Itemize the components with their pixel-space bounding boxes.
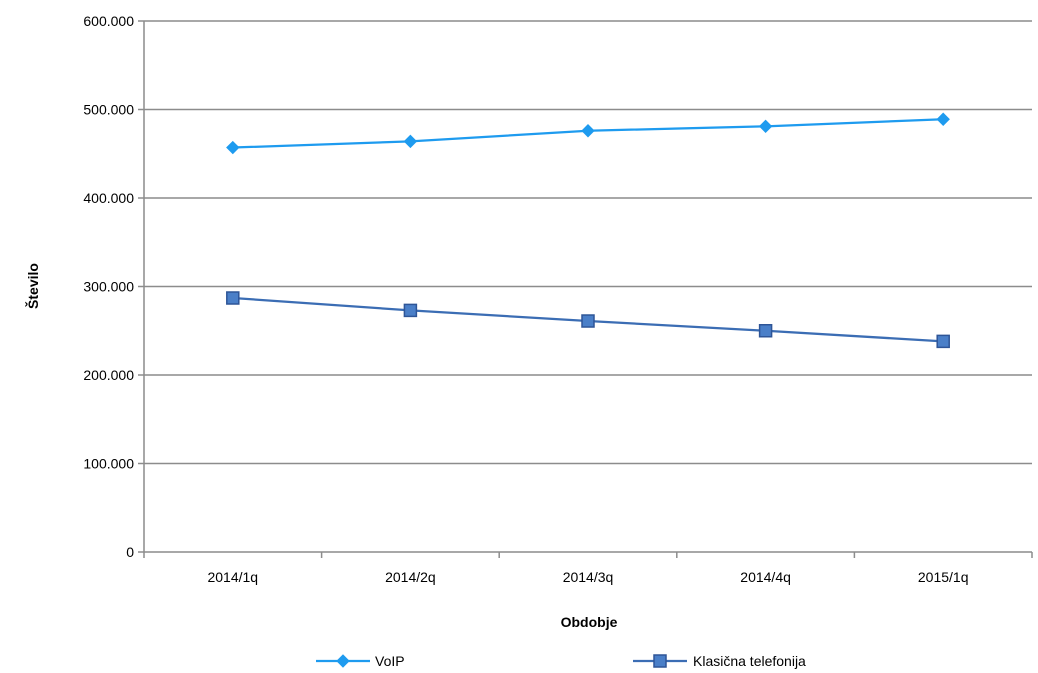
- series-voip: [226, 112, 950, 155]
- data-point: [226, 291, 240, 305]
- legend-label: Klasična telefonija: [693, 653, 806, 669]
- axes: [138, 20, 1033, 558]
- y-tick-label: 400.000: [83, 190, 134, 206]
- legend: VoIP Klasična telefonija: [316, 653, 806, 669]
- y-tick-label: 100.000: [83, 456, 134, 472]
- data-point: [403, 303, 418, 318]
- series-group: [226, 112, 950, 349]
- series-klasicna-telefonija: [226, 291, 950, 349]
- data-point: [936, 112, 950, 126]
- legend-label: VoIP: [375, 653, 405, 669]
- legend-item: VoIP: [316, 653, 405, 669]
- data-point: [936, 334, 950, 349]
- y-tick-label: 0: [126, 544, 134, 560]
- data-point: [758, 119, 773, 134]
- legend-marker: [653, 654, 667, 668]
- data-point: [581, 124, 595, 138]
- legend-item: Klasična telefonija: [633, 653, 806, 669]
- y-tick-label: 300.000: [83, 279, 134, 295]
- y-axis-title: Število: [24, 263, 41, 309]
- data-point: [758, 324, 773, 338]
- data-point: [226, 140, 240, 155]
- gridlines: [144, 20, 1032, 465]
- x-tick-label: 2014/4q: [740, 569, 791, 585]
- x-tick-labels: 2014/1q 2014/2q 2014/3q 2014/4q 2015/1q: [207, 569, 968, 585]
- y-tick-labels: 0 100.000 200.000 300.000 400.000 500.000 600.…: [83, 13, 134, 560]
- x-tick-label: 2014/3q: [563, 569, 614, 585]
- legend-marker: [336, 654, 350, 668]
- data-point: [581, 314, 595, 328]
- x-axis-title: Obdobje: [561, 614, 618, 630]
- x-tick-label: 2014/2q: [385, 569, 436, 585]
- y-tick-label: 500.000: [83, 102, 134, 118]
- x-tick-label: 2015/1q: [918, 569, 969, 585]
- x-tick-label: 2014/1q: [207, 569, 258, 585]
- data-point: [403, 134, 418, 149]
- y-tick-label: 600.000: [83, 13, 134, 29]
- y-tick-label: 200.000: [83, 367, 134, 383]
